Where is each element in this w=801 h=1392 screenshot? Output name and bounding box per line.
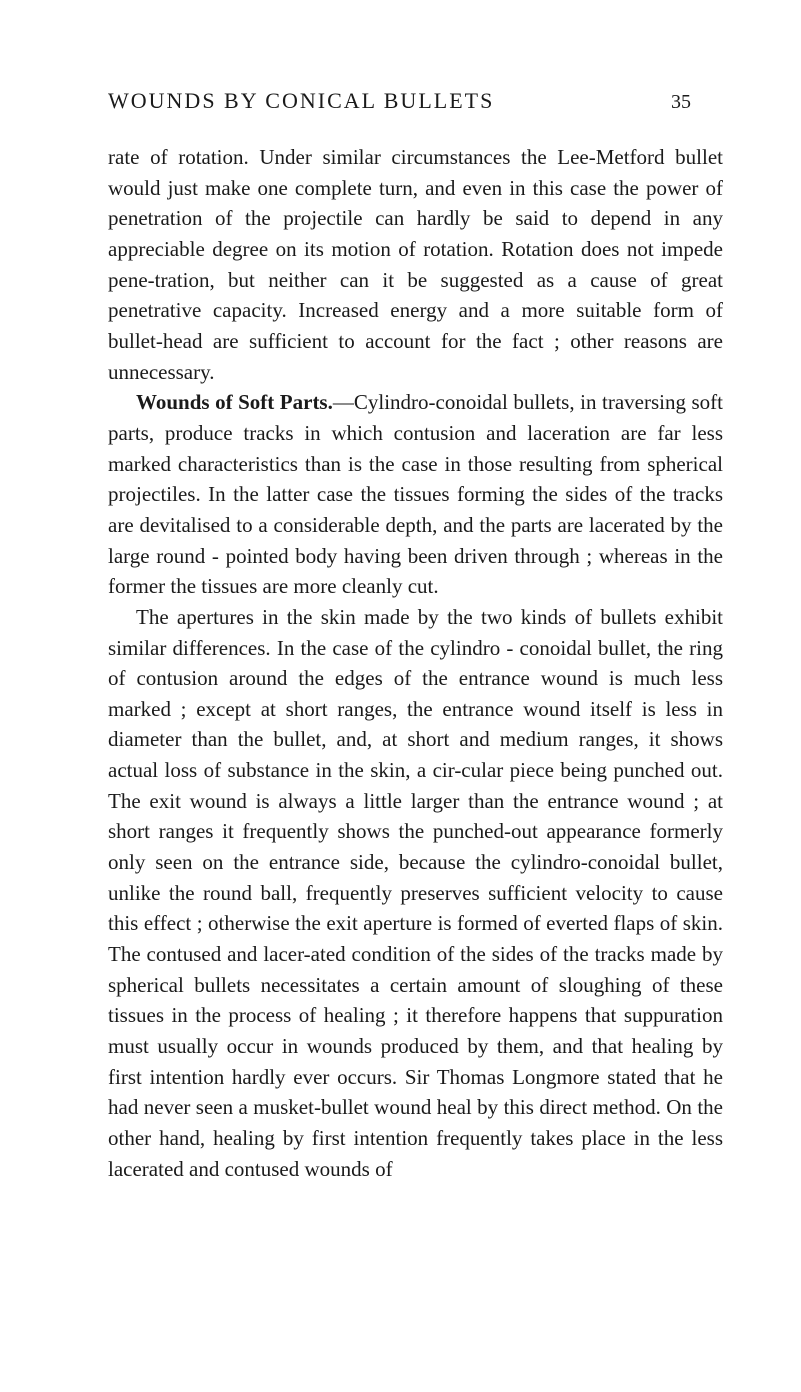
- running-title: WOUNDS BY CONICAL BULLETS: [108, 88, 494, 114]
- page-header: WOUNDS BY CONICAL BULLETS 35: [108, 88, 723, 114]
- body-content: rate of rotation. Under similar circumst…: [108, 142, 723, 1184]
- paragraph-2: Wounds of Soft Parts.—Cylindro-conoidal …: [108, 387, 723, 602]
- section-heading: Wounds of Soft Parts.: [136, 390, 333, 414]
- paragraph-1: rate of rotation. Under similar circumst…: [108, 142, 723, 387]
- page-number: 35: [671, 91, 691, 114]
- paragraph-2-body: —Cylindro-conoidal bullets, in traversin…: [108, 390, 723, 598]
- paragraph-3: The apertures in the skin made by the tw…: [108, 602, 723, 1184]
